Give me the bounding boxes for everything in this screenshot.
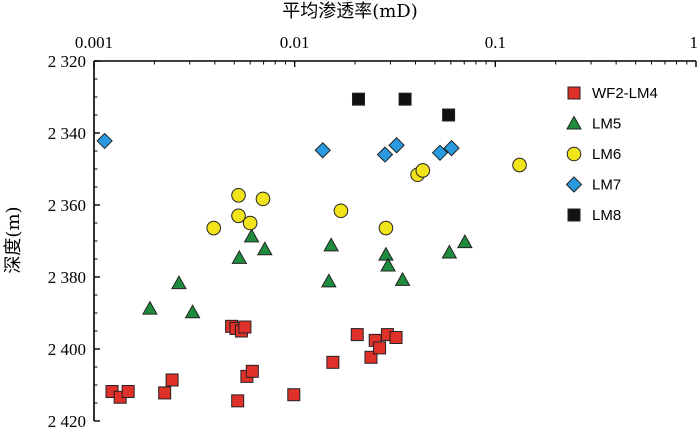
series-lm5 (142, 228, 473, 319)
data-point (415, 163, 431, 178)
x-axis: 0.001 0.01 0.1 1 (75, 33, 698, 67)
data-point (231, 208, 246, 224)
data-point (457, 234, 473, 249)
series-lm7 (96, 132, 460, 163)
data-point (184, 304, 201, 319)
legend-item: LM5 (566, 115, 621, 133)
data-point (242, 215, 258, 231)
data-point (442, 108, 456, 122)
legend-marker (567, 208, 581, 222)
legend-item: WF2-LM4 (567, 85, 658, 102)
data-point (512, 157, 527, 173)
data-point (443, 139, 460, 157)
legend-label: WF2-LM4 (592, 85, 658, 102)
y-tick-label: 2 360 (48, 196, 86, 215)
data-point (255, 191, 271, 207)
data-point (121, 384, 135, 398)
legend-marker (565, 176, 583, 193)
data-point (350, 328, 364, 342)
series-lm6 (206, 157, 527, 236)
data-point (373, 341, 387, 355)
y-tick-label: 2 380 (48, 268, 86, 287)
x-axis-title: 平均渗透率(mD) (282, 1, 418, 22)
data-point (326, 355, 340, 369)
x-tick-label: 1 (690, 33, 699, 52)
data-point (351, 92, 365, 106)
y-tick-label: 2 320 (48, 52, 86, 71)
data-point (165, 373, 179, 387)
legend-label: LM6 (592, 146, 621, 163)
data-point (206, 220, 222, 236)
data-point (171, 275, 187, 290)
data-point (431, 144, 449, 162)
data-point (378, 220, 394, 236)
data-point (376, 146, 394, 163)
legend-marker (566, 115, 582, 130)
data-point (398, 92, 412, 106)
data-point (231, 249, 248, 264)
data-point (238, 320, 252, 334)
legend-item: LM8 (567, 207, 621, 224)
y-tick-label: 2 340 (48, 124, 86, 143)
data-point (96, 132, 113, 150)
legend: WF2-LM4 LM5 LM6 LM7 LM8 (565, 85, 658, 224)
data-point (231, 394, 245, 408)
data-point (320, 273, 337, 288)
data-point (333, 203, 349, 219)
data-point (243, 228, 260, 243)
data-point (245, 364, 259, 378)
series-lm8 (351, 92, 456, 122)
legend-label: LM5 (592, 116, 621, 133)
data-point (380, 257, 396, 272)
data-point (231, 187, 246, 203)
y-axis: 2 320 2 340 2 360 2 380 2 400 2 420 (48, 52, 100, 427)
y-axis-title: 深度(m) (3, 206, 24, 273)
data-point (142, 300, 158, 315)
legend-item: LM7 (565, 176, 621, 194)
data-point (388, 137, 405, 154)
x-tick-label: 0.1 (485, 33, 506, 52)
data-point (256, 241, 273, 256)
legend-marker (567, 86, 581, 100)
legend-item: LM6 (566, 146, 621, 163)
y-tick-label: 2 400 (48, 340, 86, 359)
data-point (441, 244, 458, 259)
data-point (287, 388, 301, 402)
y-tick-label: 2 420 (48, 412, 86, 427)
data-point (389, 330, 403, 344)
series-wf2-lm4 (105, 319, 403, 408)
x-tick-label: 0.01 (280, 33, 310, 52)
x-tick-label: 0.001 (75, 33, 113, 52)
legend-label: LM7 (592, 177, 621, 194)
data-point (378, 246, 394, 261)
data-points (96, 92, 527, 408)
legend-marker (566, 146, 582, 162)
data-point (158, 386, 172, 400)
legend-label: LM8 (592, 207, 621, 224)
data-point (314, 142, 331, 159)
data-point (323, 237, 340, 252)
data-point (394, 271, 411, 286)
